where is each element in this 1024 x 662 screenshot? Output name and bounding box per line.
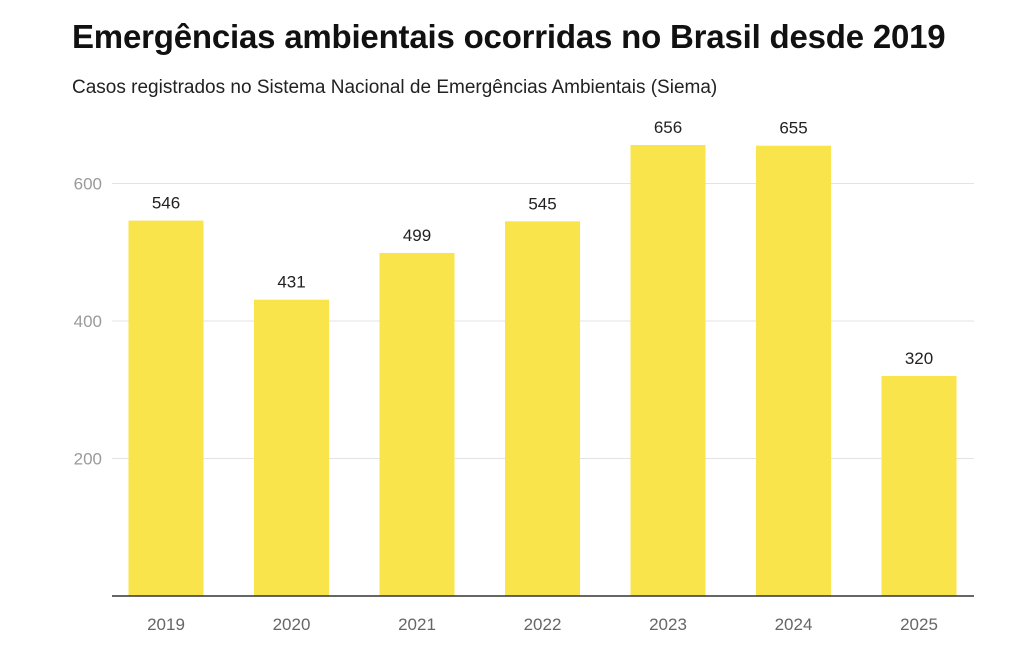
- bar-2024: [756, 145, 831, 596]
- y-tick-label-400: 400: [74, 312, 102, 331]
- data-label-2021: 499: [403, 226, 431, 245]
- x-tick-label-2023: 2023: [649, 615, 687, 634]
- data-labels: 546 431 499 545 656 655 320: [152, 118, 933, 368]
- y-tick-label-200: 200: [74, 450, 102, 469]
- bar-2021: [379, 252, 455, 596]
- x-tick-label-2025: 2025: [900, 615, 938, 634]
- y-tick-label-600: 600: [74, 175, 102, 194]
- x-tick-label-2020: 2020: [273, 615, 311, 634]
- data-label-2020: 431: [277, 273, 305, 292]
- data-label-2019: 546: [152, 194, 180, 213]
- x-tick-label-2021: 2021: [398, 615, 436, 634]
- x-tick-label-2024: 2024: [775, 615, 813, 634]
- chart-subtitle: Casos registrados no Sistema Nacional de…: [72, 77, 718, 98]
- data-label-2024: 655: [779, 119, 807, 138]
- chart-title: Emergências ambientais ocorridas no Bras…: [72, 18, 946, 55]
- data-label-2025: 320: [905, 349, 933, 368]
- x-tick-label-2019: 2019: [147, 615, 185, 634]
- axes: 200 400 600 2019 2020 2021 2022 2023 2024 2025: [74, 175, 974, 634]
- data-label-2023: 656: [654, 118, 682, 137]
- bar-2023: [630, 145, 706, 596]
- x-tick-label-2022: 2022: [524, 615, 562, 634]
- bar-2025: [881, 376, 957, 596]
- bar-2022: [505, 221, 580, 596]
- bars: [128, 145, 957, 596]
- data-label-2022: 545: [528, 194, 556, 213]
- bar-2019: [128, 220, 204, 596]
- bar-2020: [254, 299, 329, 596]
